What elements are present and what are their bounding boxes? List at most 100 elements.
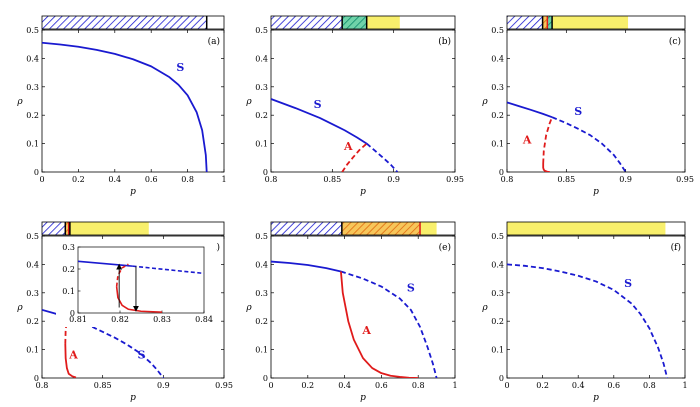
series-S-dashed bbox=[507, 263, 669, 378]
phase-bar-segment bbox=[342, 16, 367, 29]
panel-label: (c) bbox=[669, 36, 681, 47]
inset-x-tick-label: 0.84 bbox=[195, 315, 213, 324]
phase-bar-segment bbox=[420, 222, 437, 235]
x-axis-label: p bbox=[360, 187, 366, 197]
x-axis-label: p bbox=[593, 393, 599, 403]
chart-panel-e: 0 0.2 0.4 0.6 0.8 1 0 0.1 0.2 0.3 0.4 0.5 p ρ S A (e) bbox=[245, 221, 458, 403]
x-tick-label: 0.8 bbox=[501, 175, 514, 184]
y-axis-label: ρ bbox=[16, 303, 23, 313]
phase-bar-frame bbox=[506, 221, 686, 236]
y-tick-label: 0 bbox=[34, 374, 39, 383]
axes-frame bbox=[41, 235, 225, 379]
y-tick-label: 0.5 bbox=[255, 26, 268, 35]
x-tick-label: 0 bbox=[504, 381, 509, 390]
y-axis-label: ρ bbox=[16, 97, 23, 107]
phase-bar-segment bbox=[271, 16, 343, 29]
phase-bar-segment bbox=[42, 16, 207, 29]
y-tick-label: 0.2 bbox=[26, 111, 39, 120]
inset-x-tick-label: 0.81 bbox=[69, 315, 87, 324]
axes-frame bbox=[270, 235, 456, 379]
x-tick-label: 0.9 bbox=[619, 175, 632, 184]
y-tick-label: 0.1 bbox=[26, 346, 39, 355]
curve-label-S: S bbox=[574, 105, 582, 118]
inset-series-A-dashed bbox=[115, 263, 129, 287]
panel-label: (e) bbox=[439, 242, 451, 253]
axes-frame bbox=[506, 235, 686, 379]
series-A-solid bbox=[340, 271, 419, 378]
inset-y-tick-label: 0.1 bbox=[62, 287, 75, 296]
y-tick-label: 0.4 bbox=[491, 54, 504, 63]
series-A-solid bbox=[542, 163, 550, 172]
series-A-dashed bbox=[341, 142, 368, 172]
chart-panel-a: 0 0.2 0.4 0.6 0.8 1 0 0.1 0.2 0.3 0.4 0.5 p ρ S (a) bbox=[16, 15, 227, 197]
inset-x-tick-label: 0.83 bbox=[153, 315, 171, 324]
y-axis-label: ρ bbox=[245, 97, 252, 107]
x-tick-label: 0.8 bbox=[265, 175, 278, 184]
plot-area bbox=[271, 98, 399, 172]
axes-frame bbox=[270, 29, 456, 173]
axes-frame bbox=[41, 29, 225, 173]
curve-label-S: S bbox=[138, 349, 146, 362]
x-tick-label: 0.95 bbox=[676, 175, 694, 184]
series-A-solid bbox=[64, 343, 77, 378]
series-S-dashed bbox=[551, 116, 627, 172]
x-tick-label: 0 bbox=[39, 175, 44, 184]
x-tick-label: 0.6 bbox=[607, 381, 620, 390]
y-tick-label: 0 bbox=[499, 168, 504, 177]
x-tick-label: 1 bbox=[682, 381, 687, 390]
y-tick-label: 0.5 bbox=[491, 26, 504, 35]
x-tick-label: 0.9 bbox=[387, 175, 400, 184]
y-tick-label: 0 bbox=[499, 374, 504, 383]
series-S-solid bbox=[42, 41, 208, 172]
inset-plot-area bbox=[78, 260, 204, 313]
x-axis-label: p bbox=[130, 187, 136, 197]
y-tick-label: 0.2 bbox=[26, 317, 39, 326]
x-tick-label: 0.4 bbox=[338, 381, 351, 390]
y-tick-label: 0.4 bbox=[26, 54, 39, 63]
y-tick-label: 0.5 bbox=[255, 232, 268, 241]
series-S-dashed bbox=[366, 142, 399, 172]
y-tick-label: 0 bbox=[263, 168, 268, 177]
y-tick-label: 0.5 bbox=[26, 232, 39, 241]
series-S-solid bbox=[271, 98, 368, 145]
inset-x-tick-label: 0.82 bbox=[111, 315, 129, 324]
x-tick-label: 0.85 bbox=[557, 175, 575, 184]
series-S-dashed bbox=[340, 270, 438, 378]
inset-series-S-dashed bbox=[132, 265, 204, 275]
phase-bar-frame bbox=[270, 221, 456, 236]
inset-y-tick-label: 0 bbox=[70, 309, 75, 318]
x-tick-label: 0.8 bbox=[412, 381, 425, 390]
curve-label-A: A bbox=[343, 140, 353, 153]
curve-label-S: S bbox=[314, 98, 322, 111]
phase-bar-segment bbox=[542, 16, 548, 29]
y-tick-label: 0 bbox=[34, 168, 39, 177]
x-tick-label: 0.9 bbox=[157, 381, 170, 390]
panel-label: (b) bbox=[438, 36, 451, 47]
phase-bar-segment bbox=[552, 16, 629, 29]
y-tick-label: 0.4 bbox=[491, 260, 504, 269]
y-tick-label: 0.1 bbox=[491, 140, 504, 149]
plot-area bbox=[507, 101, 627, 172]
panel-label: (f) bbox=[671, 242, 681, 253]
series-A-dashed bbox=[542, 116, 553, 164]
panel-label: (a) bbox=[208, 36, 220, 47]
phase-bar-segment bbox=[65, 222, 69, 235]
y-tick-label: 0 bbox=[263, 374, 268, 383]
phase-bar-segment bbox=[341, 222, 421, 235]
curve-label-A: A bbox=[68, 349, 78, 362]
phase-bar-segment bbox=[42, 222, 66, 235]
x-tick-label: 0.6 bbox=[375, 381, 388, 390]
y-tick-label: 0.2 bbox=[491, 111, 504, 120]
y-tick-label: 0.1 bbox=[491, 346, 504, 355]
x-tick-label: 0.85 bbox=[323, 175, 341, 184]
x-tick-label: 0.8 bbox=[181, 175, 194, 184]
x-tick-label: 1 bbox=[221, 175, 226, 184]
x-tick-label: 1 bbox=[452, 381, 457, 390]
plot-area bbox=[42, 41, 208, 172]
curve-label-A: A bbox=[522, 134, 532, 147]
y-tick-label: 0.5 bbox=[26, 26, 39, 35]
x-tick-label: 0.2 bbox=[536, 381, 549, 390]
y-tick-label: 0.3 bbox=[255, 289, 268, 298]
phase-bar-frame bbox=[270, 15, 456, 30]
